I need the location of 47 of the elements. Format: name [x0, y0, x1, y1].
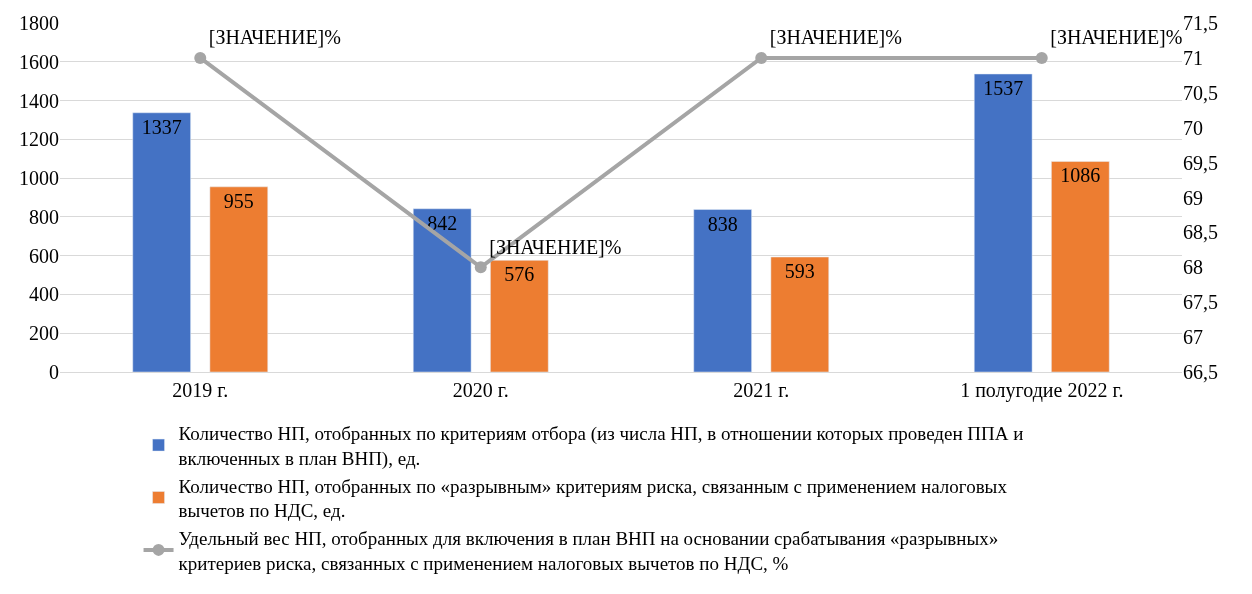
x-tick-label: 2021 г. [733, 379, 790, 401]
data-label: 576 [504, 263, 535, 286]
legend-label: Количество НП, отобранных по «разрывным» критериям риска, связанным с применением налоговых вычетов по НДС, ед. [178, 475, 1008, 522]
y2-tick-label: 71 [1183, 46, 1203, 69]
y-tick-label: 1000 [19, 167, 59, 190]
y2-tick-label: 68 [1183, 256, 1203, 279]
data-label: 593 [784, 260, 815, 283]
data-label: 1086 [1060, 164, 1101, 187]
y-tick-label: 0 [49, 361, 59, 383]
y-tick-label: 1200 [19, 128, 59, 151]
legend-label: Удельный вес НП, отобранных для включения в план ВНП на основании срабатывания «разрывных» критериев риска, связанных с применением налоговых вычетов по НДС, % [178, 527, 999, 574]
y-tick-label: 800 [29, 205, 59, 228]
data-label: [ЗНАЧЕНИЕ]% [1050, 26, 1183, 49]
x-tick-label: 2019 г. [172, 379, 229, 401]
data-label: [ЗНАЧЕНИЕ]% [489, 235, 622, 258]
x-tick-label: 2020 г. [452, 379, 509, 401]
bar [413, 208, 472, 372]
bar [693, 209, 752, 372]
data-label: 955 [223, 189, 254, 212]
bar [974, 73, 1033, 372]
y2-tick-label: 71,5 [1183, 12, 1218, 34]
y-tick-label: 1800 [19, 12, 59, 34]
y2-tick-label: 69 [1183, 186, 1203, 209]
bar [770, 256, 829, 372]
y2-tick-label: 70 [1183, 116, 1203, 139]
y2-tick-label: 67,5 [1183, 291, 1218, 314]
y-tick-label: 200 [29, 322, 59, 345]
bar [490, 260, 549, 372]
y-tick-label: 600 [29, 244, 59, 267]
bar [209, 186, 268, 372]
x-tick-label: 1 полугодие 2022 г. [960, 379, 1124, 402]
y2-tick-label: 67 [1183, 326, 1203, 349]
legend-label: Количество НП, отобранных по критериям отбора (из числа НП, в отношении которых проведен ППА и включенных в план ВНП), ед. [178, 423, 1024, 470]
y2-tick-label: 69,5 [1183, 151, 1218, 174]
data-label: [ЗНАЧЕНИЕ]% [769, 26, 902, 49]
data-label: 838 [707, 212, 738, 235]
bar [132, 112, 191, 372]
y2-tick-label: 66,5 [1183, 361, 1218, 383]
y-tick-label: 1400 [19, 89, 59, 112]
data-label: 1337 [141, 115, 182, 138]
y-tick-label: 1600 [19, 50, 59, 73]
y2-tick-label: 70,5 [1183, 81, 1218, 104]
bar [1051, 161, 1110, 372]
data-label: 1537 [983, 76, 1024, 99]
y2-tick-label: 68,5 [1183, 221, 1218, 244]
data-label: [ЗНАЧЕНИЕ]% [208, 26, 341, 49]
y-tick-label: 400 [29, 283, 59, 306]
